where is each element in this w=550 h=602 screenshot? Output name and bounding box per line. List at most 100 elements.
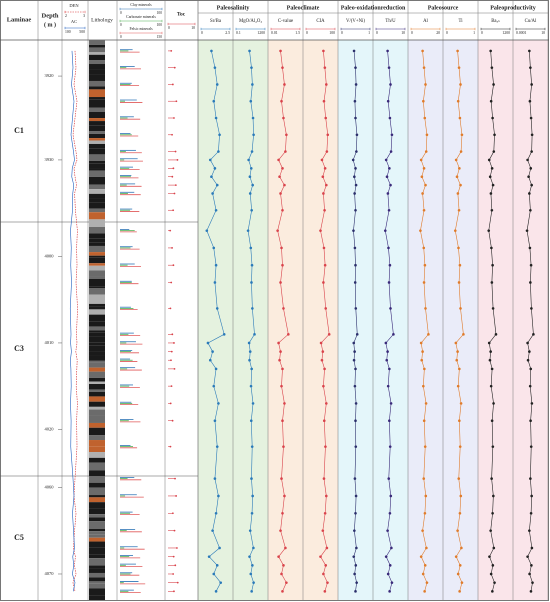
sample-point: [250, 367, 253, 371]
panel-name: CIA: [316, 19, 325, 24]
lithology-bed: [89, 360, 105, 363]
toc-point: [170, 359, 172, 362]
x-tick-label: 0: [376, 31, 378, 35]
sample-point: [325, 183, 328, 187]
sample-point: [355, 150, 358, 153]
lithology-bed: [89, 342, 105, 346]
sample-point: [388, 167, 391, 170]
sample-point: [283, 494, 286, 498]
profile-line: [69, 50, 76, 592]
sample-point: [208, 358, 212, 362]
sample-point: [387, 208, 391, 212]
sample-point: [280, 99, 283, 103]
depth-tick-label: 4020: [45, 426, 55, 431]
lithology-bed: [89, 300, 105, 304]
sample-point: [323, 208, 326, 212]
sample-point: [250, 445, 254, 448]
x-tick-label: 10: [541, 31, 545, 35]
sample-point: [424, 494, 428, 498]
sample-point: [319, 341, 323, 345]
x-tick-label: 1: [473, 31, 475, 35]
sample-point: [388, 511, 392, 515]
sample-point: [219, 581, 223, 584]
sample-point: [422, 66, 426, 69]
sample-point: [388, 419, 391, 423]
sample-point: [425, 133, 429, 137]
sample-point: [353, 350, 356, 353]
lithology-bed: [89, 80, 105, 87]
x-tick-label: 1200: [257, 31, 265, 35]
sample-point: [532, 333, 535, 336]
sample-point: [422, 167, 426, 170]
sample-point: [529, 116, 533, 120]
lithology-bed: [89, 521, 105, 530]
sample-point: [321, 175, 325, 179]
sample-point: [247, 158, 250, 162]
x-tick-label: 0: [120, 23, 122, 27]
sample-point: [457, 66, 461, 69]
sample-point: [462, 333, 465, 336]
sample-point: [248, 529, 252, 532]
lithology-bed: [89, 409, 105, 416]
lithology-bed: [89, 118, 105, 122]
lithology-bed: [89, 252, 105, 256]
sample-point: [322, 99, 326, 103]
sample-point: [386, 99, 390, 103]
lithology-bed: [89, 495, 105, 498]
sample-point: [528, 529, 531, 532]
lithology-bed: [89, 265, 105, 271]
sample-point: [529, 477, 532, 480]
sample-point: [323, 367, 326, 371]
sample-point: [420, 358, 424, 362]
sample-point: [492, 402, 495, 405]
toc-point: [173, 367, 176, 370]
lithology-bed: [89, 286, 105, 289]
sample-point: [280, 384, 283, 388]
sample-point: [213, 419, 217, 423]
lithology-bed: [89, 60, 105, 65]
depth-tick-label: 4000: [45, 254, 55, 259]
sample-point: [281, 367, 284, 371]
sample-point: [249, 419, 253, 423]
sample-point: [277, 341, 280, 345]
sample-point: [353, 572, 356, 576]
lithology-bed: [89, 125, 105, 132]
lithology-bed: [89, 257, 105, 264]
lithology-bed: [89, 170, 105, 177]
lithology-bed: [89, 212, 105, 220]
toc-point: [171, 133, 173, 136]
lithology-bed: [89, 362, 105, 368]
sample-point: [213, 167, 217, 170]
lithology-bed: [89, 396, 105, 402]
sample-point: [215, 183, 219, 187]
sample-point: [384, 341, 388, 345]
toc-point: [169, 307, 172, 310]
lithology-bed: [89, 184, 105, 190]
sample-point: [388, 564, 392, 567]
lithology-bed: [89, 270, 105, 277]
lithology-bed: [89, 401, 105, 407]
x-tick-label: 0.01: [271, 31, 278, 35]
lithology-bed: [89, 371, 105, 378]
sample-point: [354, 590, 357, 593]
sample-point: [459, 402, 463, 405]
sample-point: [419, 555, 423, 558]
sample-point: [460, 581, 464, 584]
toc-point: [173, 117, 175, 119]
lithology-bed: [89, 572, 105, 578]
sample-point: [250, 208, 253, 212]
sample-point: [487, 229, 491, 232]
lithology-bed: [89, 160, 105, 164]
sample-point: [214, 590, 218, 593]
lithology-bed: [89, 86, 105, 90]
sample-point: [529, 367, 533, 371]
sample-point: [529, 263, 533, 267]
lithology-bed: [89, 99, 105, 108]
sample-point: [457, 281, 461, 284]
sample-point: [249, 246, 253, 250]
toc-point: [172, 209, 175, 212]
sample-point: [215, 307, 219, 310]
sample-point: [529, 445, 533, 448]
sample-point: [419, 158, 423, 162]
sample-point: [424, 402, 428, 405]
